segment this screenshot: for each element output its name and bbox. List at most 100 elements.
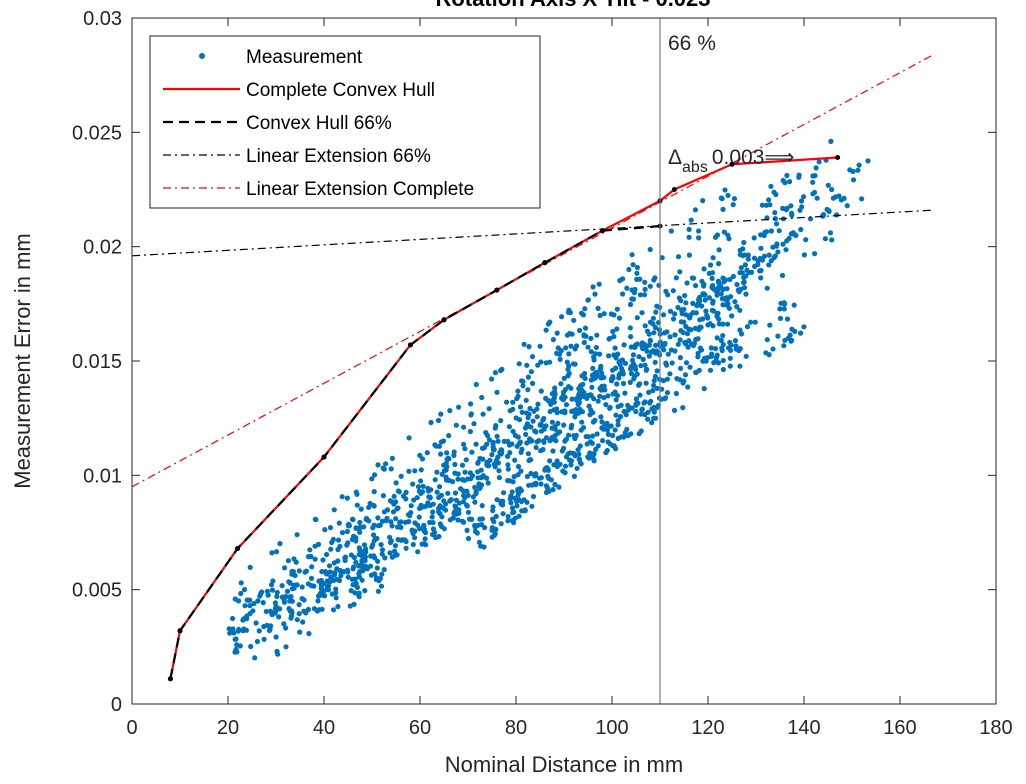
measurement-point [525, 387, 531, 393]
measurement-point [439, 471, 445, 477]
measurement-point [722, 295, 728, 301]
measurement-point [561, 445, 567, 451]
measurement-point [491, 447, 497, 453]
measurement-point [686, 226, 692, 232]
measurement-point [826, 208, 832, 214]
measurement-point [602, 422, 608, 428]
measurement-point [574, 343, 580, 349]
measurement-point [810, 191, 816, 197]
measurement-point [455, 471, 461, 477]
delta-arrow: ⟹ [764, 146, 794, 169]
measurement-point [486, 406, 492, 412]
measurement-point [665, 292, 671, 298]
measurement-point [505, 453, 511, 459]
measurement-point [697, 317, 703, 323]
measurement-point [791, 302, 797, 308]
measurement-point [333, 586, 339, 592]
measurement-point [331, 507, 337, 513]
measurement-point [773, 243, 780, 249]
y-tick-label: 0.025 [72, 122, 122, 144]
measurement-point [378, 583, 385, 589]
measurement-point [569, 331, 575, 337]
measurement-point [445, 490, 451, 496]
measurement-point [695, 350, 701, 356]
measurement-point [518, 468, 524, 474]
measurement-point [777, 306, 783, 312]
measurement-point [772, 210, 778, 216]
measurement-point [379, 571, 385, 577]
measurement-point [709, 284, 715, 290]
measurement-point [693, 336, 699, 343]
measurement-point [725, 321, 731, 327]
measurement-point [638, 428, 644, 434]
measurement-point [611, 312, 617, 318]
measurement-point [318, 582, 324, 588]
measurement-point [581, 339, 587, 346]
measurement-point [700, 358, 706, 364]
measurement-point [646, 331, 652, 337]
measurement-point [580, 381, 586, 387]
measurement-point [330, 607, 337, 613]
measurement-point [459, 462, 466, 468]
measurement-point [621, 408, 627, 415]
measurement-point [661, 347, 667, 353]
measurement-point [519, 446, 525, 452]
measurement-point [287, 598, 293, 604]
measurement-point [371, 489, 377, 495]
measurement-point [719, 196, 725, 202]
measurement-point [329, 539, 335, 546]
measurement-point [585, 434, 592, 440]
measurement-point [803, 237, 809, 243]
measurement-point [479, 516, 485, 522]
delta-value: 0.003 [712, 146, 765, 169]
measurement-point [549, 419, 556, 425]
measurement-point [677, 355, 684, 361]
measurement-point [707, 367, 714, 373]
measurement-point [418, 490, 424, 496]
measurement-point [523, 397, 529, 403]
measurement-point [282, 565, 288, 571]
delta-symbol: Δ [668, 146, 682, 169]
hull-vertex [177, 628, 183, 634]
measurement-point [766, 352, 772, 358]
measurement-point [579, 419, 585, 425]
measurement-point [353, 559, 359, 565]
measurement-point [279, 583, 285, 589]
measurement-point [712, 346, 719, 352]
measurement-point [473, 381, 479, 388]
measurement-point [741, 280, 747, 286]
measurement-point [543, 423, 549, 429]
measurement-point [430, 509, 436, 515]
x-tick-label: 20 [217, 717, 239, 739]
measurement-point [714, 352, 720, 358]
measurement-point [302, 569, 308, 575]
measurement-point [437, 503, 443, 509]
measurement-point [269, 587, 276, 593]
measurement-point [693, 369, 699, 375]
measurement-point [633, 408, 639, 415]
measurement-point [366, 504, 372, 510]
measurement-point [494, 433, 500, 439]
measurement-point [727, 363, 733, 369]
measurement-point [352, 576, 358, 582]
measurement-point [357, 519, 363, 526]
measurement-point [616, 375, 622, 381]
measurement-point [427, 495, 433, 501]
measurement-point [287, 594, 293, 600]
measurement-point [628, 364, 634, 370]
measurement-point [593, 446, 599, 452]
measurement-point [758, 275, 764, 281]
measurement-point [335, 537, 342, 543]
measurement-point [671, 407, 678, 413]
measurement-point [517, 486, 523, 492]
measurement-point [578, 386, 585, 393]
measurement-point [628, 431, 634, 437]
measurement-point [633, 396, 640, 402]
measurement-point [381, 466, 387, 472]
measurement-point [430, 531, 436, 538]
measurement-point [505, 513, 511, 520]
measurement-point [751, 255, 758, 261]
measurement-point [519, 409, 525, 415]
measurement-point [637, 292, 644, 298]
measurement-point [582, 370, 588, 377]
